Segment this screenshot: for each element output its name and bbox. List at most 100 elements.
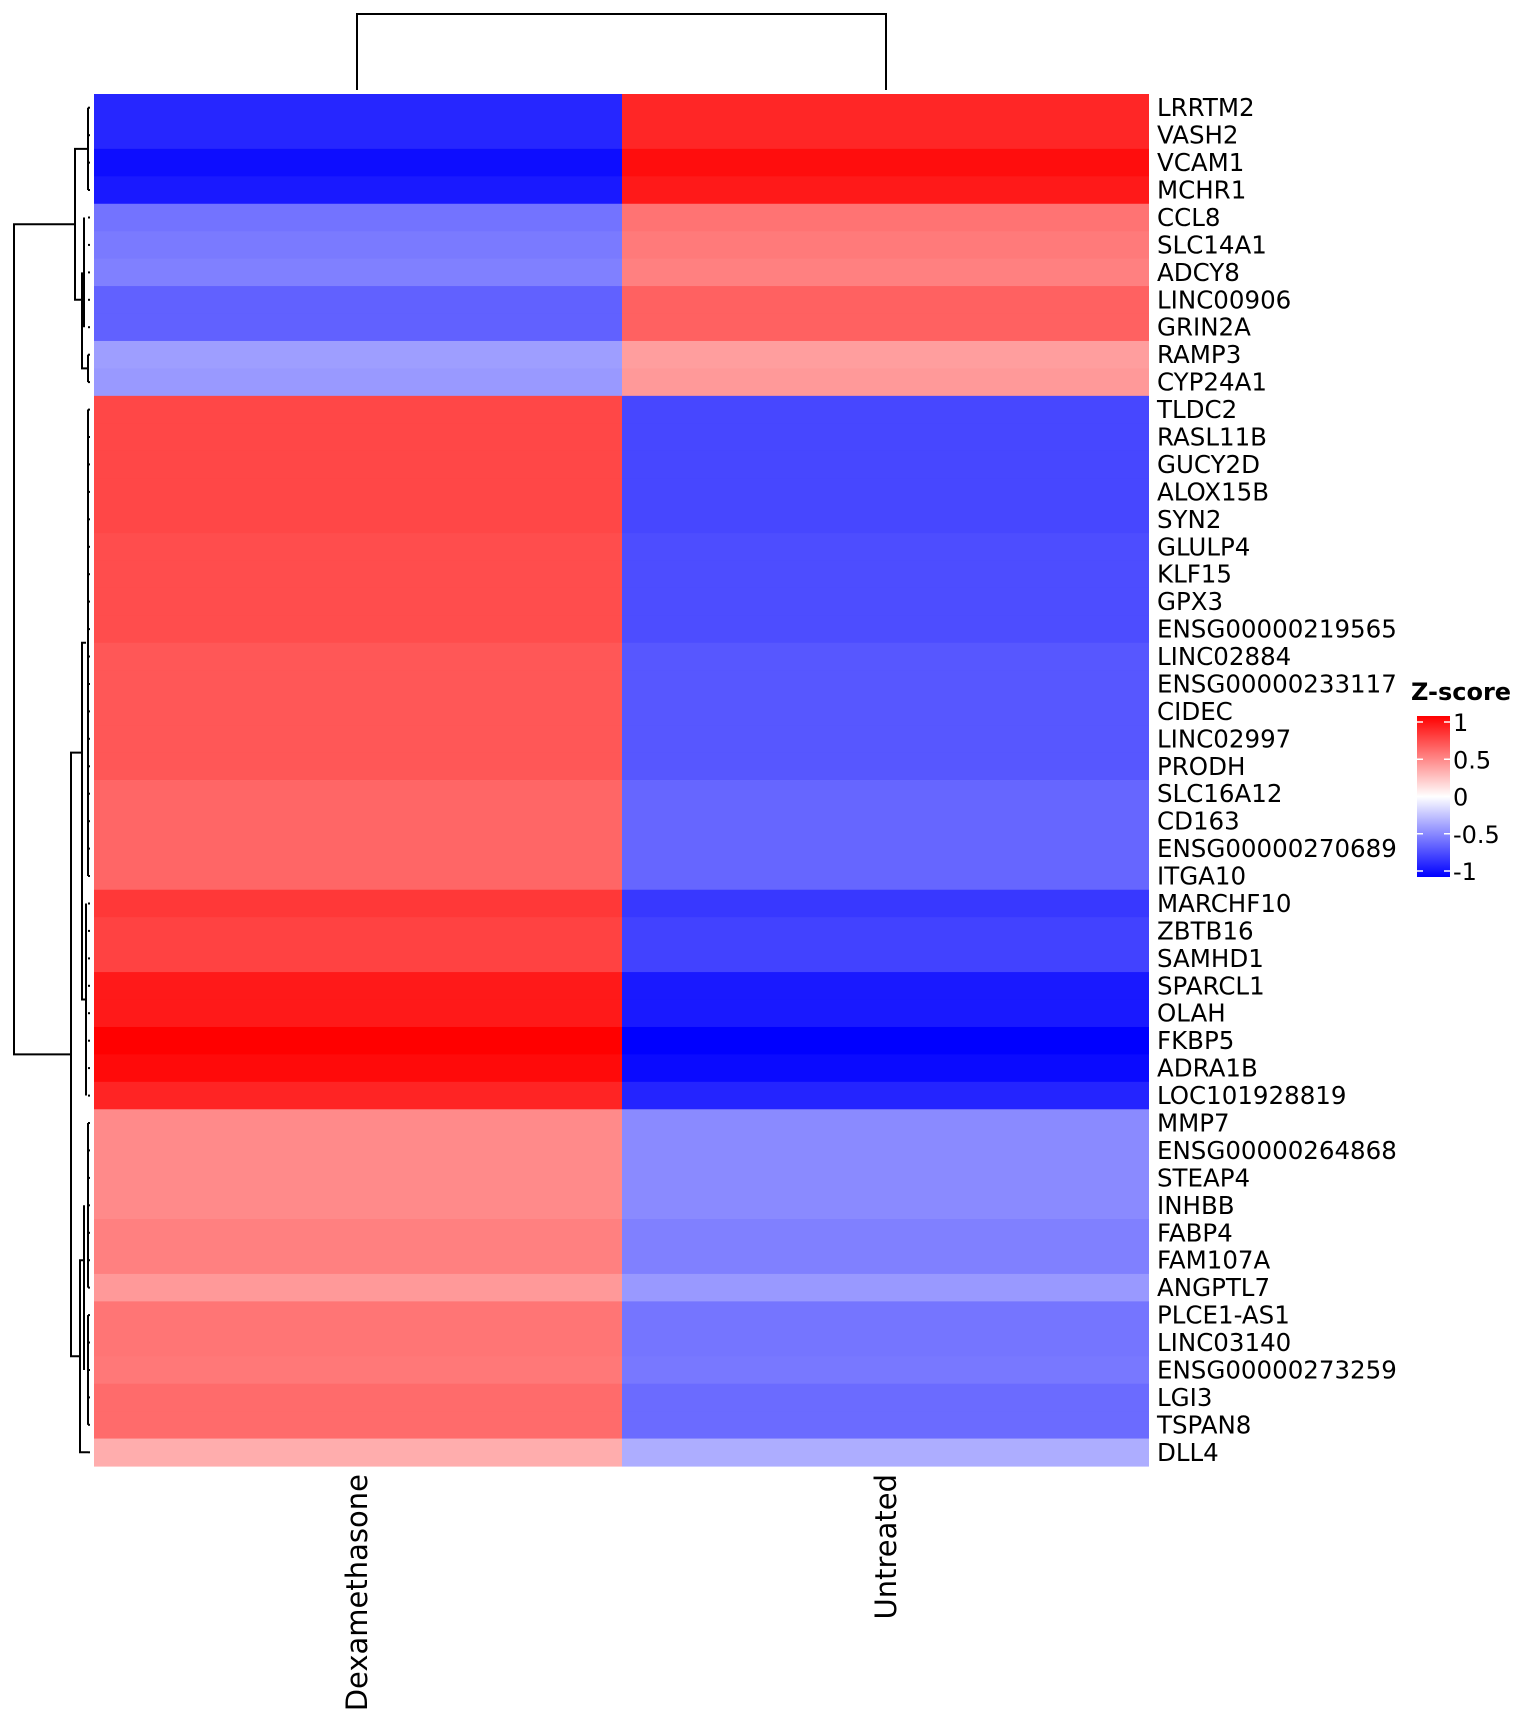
heatmap-cell <box>94 697 622 726</box>
heatmap-cell <box>94 1026 622 1055</box>
heatmap-cell <box>94 533 622 562</box>
heatmap-cell <box>94 752 622 781</box>
row-label: VASH2 <box>1157 121 1239 150</box>
heatmap-cell <box>622 1191 1149 1220</box>
heatmap-cell <box>94 258 622 287</box>
heatmap-cell <box>622 533 1149 562</box>
legend-tick-label: 0.5 <box>1453 746 1491 774</box>
heatmap-cell <box>94 1438 622 1467</box>
heatmap-cell <box>622 560 1149 589</box>
heatmap-cell <box>622 94 1149 123</box>
row-label: CYP24A1 <box>1157 368 1267 397</box>
heatmap-cell <box>94 1081 622 1110</box>
heatmap-cell <box>622 999 1149 1028</box>
row-label: ITGA10 <box>1157 862 1246 891</box>
column-labels: Dexamethasone Untreated <box>340 1474 903 1711</box>
row-label: LRRTM2 <box>1157 93 1255 122</box>
heatmap-cell <box>94 944 622 973</box>
heatmap-cell <box>622 505 1149 534</box>
heatmap-cell <box>94 1411 622 1440</box>
heatmap-cell <box>94 1273 622 1302</box>
heatmap-cell <box>94 560 622 589</box>
heatmap-cell <box>94 94 622 123</box>
heatmap-cell <box>622 1438 1149 1467</box>
heatmap-cell <box>622 1301 1149 1330</box>
row-label: RAMP3 <box>1157 340 1241 369</box>
row-label: SLC14A1 <box>1157 230 1267 259</box>
heatmap-cell <box>94 1301 622 1330</box>
row-label: GLULP4 <box>1157 532 1250 561</box>
row-labels: LRRTM2VASH2VCAM1MCHR1CCL8SLC14A1ADCY8LIN… <box>1156 93 1397 1467</box>
row-label: RASL11B <box>1157 423 1267 452</box>
heatmap-cell <box>622 148 1149 177</box>
heatmap-cell <box>622 1219 1149 1248</box>
row-label: ZBTB16 <box>1157 916 1254 945</box>
heatmap-cell <box>94 395 622 424</box>
row-label: ADCY8 <box>1157 258 1240 287</box>
heatmap-cell <box>94 423 622 452</box>
heatmap-cell <box>94 505 622 534</box>
row-label: STEAP4 <box>1157 1163 1250 1192</box>
heatmap-cell <box>622 340 1149 369</box>
row-label: PLCE1-AS1 <box>1157 1301 1290 1330</box>
row-label: KLF15 <box>1157 560 1232 589</box>
legend-title: Z-score <box>1411 678 1511 706</box>
legend-tick-label: 1 <box>1453 709 1468 737</box>
row-label: ALOX15B <box>1157 477 1269 506</box>
row-label: DLL4 <box>1157 1438 1219 1467</box>
row-label: GRIN2A <box>1157 313 1251 342</box>
heatmap-cell <box>622 478 1149 507</box>
heatmap-cells <box>94 94 1149 1467</box>
heatmap-cell <box>94 615 622 644</box>
heatmap-cell <box>622 1136 1149 1165</box>
heatmap-cell <box>622 423 1149 452</box>
row-label: MMP7 <box>1157 1109 1230 1138</box>
row-label: ANGPTL7 <box>1157 1273 1270 1302</box>
heatmap-cell <box>622 368 1149 397</box>
heatmap-cell <box>622 972 1149 1001</box>
column-label-dexamethasone: Dexamethasone <box>340 1474 374 1711</box>
row-label: SAMHD1 <box>1157 944 1264 973</box>
row-dendrogram-branch <box>13 223 75 1056</box>
heatmap-cell <box>622 944 1149 973</box>
heatmap-cell <box>622 697 1149 726</box>
heatmap-cell <box>94 834 622 863</box>
heatmap-cell <box>94 176 622 205</box>
row-label: INHBB <box>1157 1191 1235 1220</box>
row-label: SPARCL1 <box>1157 971 1265 1000</box>
heatmap-cell <box>94 1219 622 1248</box>
row-label: LGI3 <box>1157 1383 1212 1412</box>
heatmap-cell <box>94 972 622 1001</box>
heatmap-cell <box>622 725 1149 754</box>
heatmap-cell <box>622 395 1149 424</box>
heatmap-cell <box>622 862 1149 891</box>
heatmap-cell <box>622 670 1149 699</box>
heatmap-cell <box>94 670 622 699</box>
heatmap-cell <box>622 1164 1149 1193</box>
heatmap-cell <box>94 1136 622 1165</box>
heatmap-cell <box>94 1109 622 1138</box>
row-label: FKBP5 <box>1157 1026 1234 1055</box>
heatmap-cell <box>94 999 622 1028</box>
row-label: LINC02997 <box>1157 724 1291 753</box>
heatmap-cell <box>94 862 622 891</box>
row-label: OLAH <box>1157 999 1226 1028</box>
heatmap-cell <box>94 1246 622 1275</box>
heatmap-cell <box>94 1383 622 1412</box>
row-label: SLC16A12 <box>1157 779 1282 808</box>
heatmap-cell <box>622 834 1149 863</box>
heatmap-cell <box>94 203 622 232</box>
row-label: LINC00906 <box>1157 285 1291 314</box>
row-label: ENSG00000270689 <box>1157 834 1397 863</box>
row-label: PRODH <box>1157 752 1245 781</box>
heatmap-cell <box>622 1054 1149 1083</box>
column-dendrogram-branch <box>356 13 887 90</box>
heatmap-cell <box>622 889 1149 918</box>
heatmap-cell <box>94 642 622 671</box>
row-label: FABP4 <box>1157 1218 1233 1247</box>
row-label: GPX3 <box>1157 587 1223 616</box>
heatmap-cell <box>622 231 1149 260</box>
heatmap-cell <box>622 780 1149 809</box>
heatmap-cell <box>94 780 622 809</box>
heatmap-cell <box>622 1383 1149 1412</box>
